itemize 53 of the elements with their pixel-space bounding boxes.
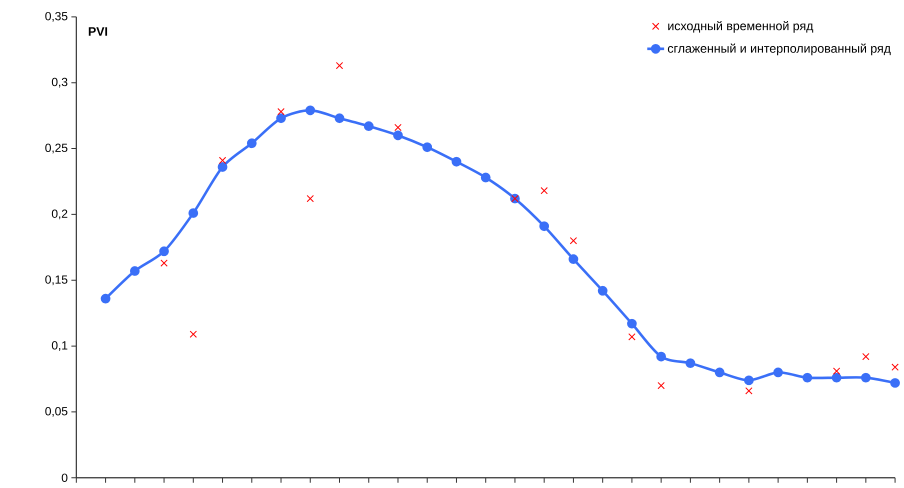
point — [480, 172, 491, 183]
point — [540, 187, 548, 194]
point — [277, 108, 285, 116]
point — [452, 157, 462, 167]
point — [276, 114, 286, 124]
y-tick-label: 0,25 — [45, 144, 68, 154]
point — [686, 358, 696, 368]
point — [393, 130, 403, 140]
point — [539, 222, 550, 232]
point — [188, 208, 198, 218]
legend-label: сглаженный и интерполированный ряд — [668, 44, 891, 56]
y-tick-label: 0 — [62, 474, 68, 482]
point — [306, 195, 314, 202]
y-tick-label: 0,1 — [52, 341, 68, 352]
point — [656, 352, 666, 362]
point — [745, 387, 753, 395]
point — [336, 62, 344, 70]
point — [305, 106, 316, 116]
point — [218, 156, 226, 164]
point — [658, 382, 665, 390]
point — [891, 364, 899, 371]
point — [627, 318, 637, 329]
point — [890, 378, 900, 388]
legend-label: исходный временной ряд — [668, 21, 814, 33]
point — [802, 372, 812, 383]
point — [832, 368, 840, 375]
point — [568, 254, 578, 264]
point — [394, 124, 402, 132]
point — [422, 142, 432, 152]
point — [832, 372, 842, 383]
point — [773, 368, 783, 378]
point — [100, 294, 110, 304]
point — [364, 121, 374, 132]
point — [862, 353, 870, 360]
point — [160, 260, 168, 267]
point — [246, 138, 257, 148]
point — [628, 333, 636, 341]
point — [190, 330, 197, 338]
y-tick-label: 0,2 — [52, 210, 68, 220]
point — [130, 266, 140, 276]
point — [744, 376, 754, 386]
point — [570, 237, 578, 245]
y-tick-label: 0,3 — [52, 78, 68, 88]
y-tick-label: 0,05 — [45, 407, 68, 417]
point — [860, 372, 871, 383]
point — [159, 246, 169, 256]
point — [598, 286, 608, 296]
point — [218, 162, 228, 172]
point — [714, 368, 724, 378]
y-tick-label: 0,35 — [45, 12, 68, 22]
point — [334, 114, 344, 124]
y-tick-label: 0,15 — [45, 275, 68, 286]
y-axis-title: PVI — [88, 27, 108, 36]
